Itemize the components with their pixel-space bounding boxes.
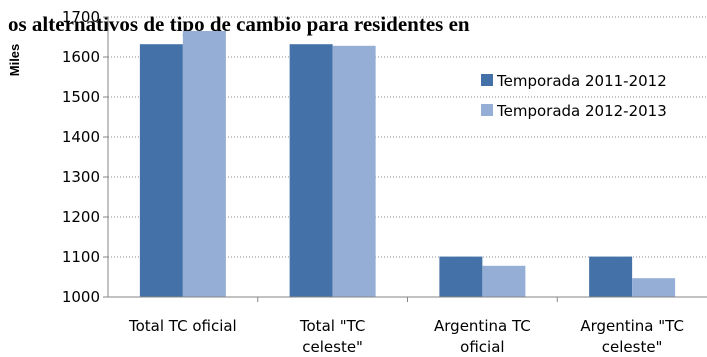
bars [139, 31, 676, 298]
x-category-label: Argentina "TC [580, 317, 684, 335]
bar-series-2-category-2 [332, 45, 376, 297]
y-tick-label: 1300 [62, 168, 100, 186]
legend-swatch [481, 74, 493, 86]
bar-series-2-category-4 [632, 278, 676, 297]
axes [107, 17, 707, 302]
x-category-label: Argentina TC [434, 317, 531, 335]
bar-series-1-category-3 [439, 256, 483, 297]
y-axis-label: Miles [7, 44, 22, 77]
bar-series-2-category-3 [482, 265, 526, 297]
bar-series-2-category-1 [182, 31, 226, 297]
y-tick-label: 1400 [62, 128, 100, 146]
x-category-label: celeste" [302, 338, 363, 356]
x-category-label: Total TC oficial [128, 317, 237, 335]
legend-label: Temporada 2011-2012 [496, 72, 667, 90]
x-category-label: oficial [460, 338, 504, 356]
y-tick-label: 1100 [62, 248, 100, 266]
y-tick-label: 1200 [62, 208, 100, 226]
x-category-label: Total "TC [299, 317, 365, 335]
y-tick-label: 1600 [62, 48, 100, 66]
y-axis-ticks: 1000 1100 1200 1300 1400 1500 1600 1700 [62, 8, 108, 306]
legend-swatch [481, 104, 493, 116]
bar-series-1-category-1 [139, 44, 183, 298]
y-tick-label: 1700 [62, 8, 100, 26]
y-tick-label: 1000 [62, 288, 100, 306]
chart-title: os alternativos de tipo de cambio para r… [8, 12, 470, 36]
legend-label: Temporada 2012-2013 [496, 102, 667, 120]
bar-series-1-category-4 [589, 256, 633, 297]
x-axis-categories: Total TC oficial Total "TC celeste" Argenti… [128, 317, 684, 356]
x-category-label: celeste" [602, 338, 663, 356]
y-tick-label: 1500 [62, 88, 100, 106]
legend: Temporada 2011-2012 Temporada 2012-2013 [481, 72, 667, 120]
bar-series-1-category-2 [289, 44, 333, 298]
